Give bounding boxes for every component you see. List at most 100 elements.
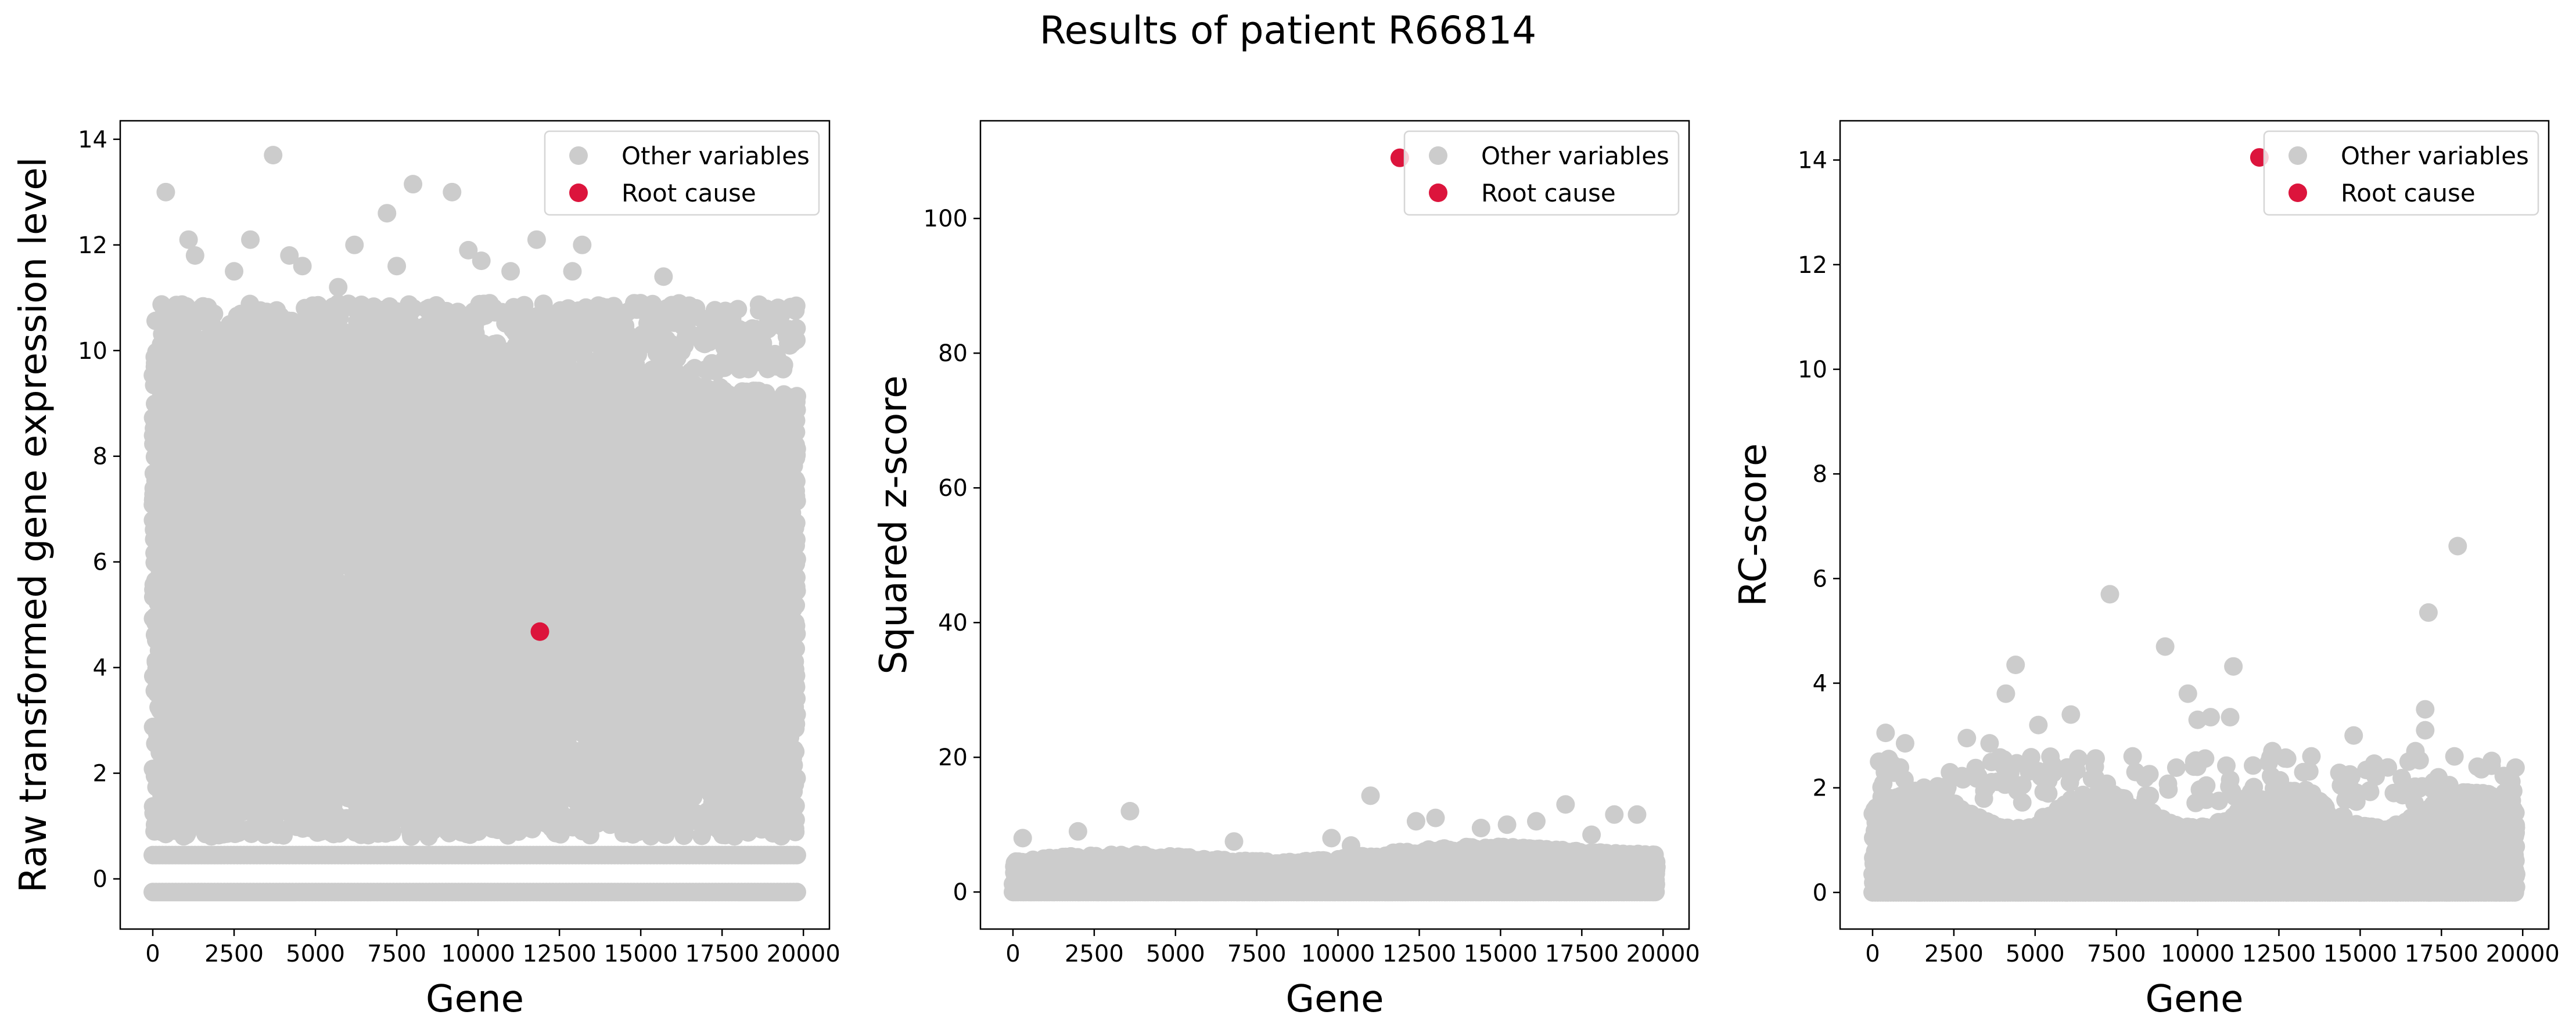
other-variable-point <box>2155 637 2175 656</box>
other-variable-point <box>1996 684 2015 703</box>
x-tick-label: 2500 <box>1065 941 1124 967</box>
y-tick-label: 80 <box>938 340 968 367</box>
y-tick-label: 0 <box>953 879 968 906</box>
legend-marker <box>1429 183 1447 202</box>
axes-frame <box>979 120 1690 930</box>
other-variable-point <box>459 240 478 260</box>
other-variable-point <box>280 246 299 265</box>
other-variable-point <box>404 175 423 194</box>
plot-area <box>1863 148 2525 902</box>
other-variable-point <box>2061 705 2081 724</box>
other-variable-point <box>1895 734 1914 753</box>
y-tick-label: 6 <box>93 549 107 576</box>
y-tick-label: 2 <box>1813 775 1827 802</box>
other-variable-point <box>241 230 260 249</box>
y-tick-label: 14 <box>1798 147 1827 174</box>
other-variable-point <box>1526 812 1546 831</box>
other-variable-point <box>1341 836 1360 855</box>
panel-rc-score: 0 2500 5000 7500 10000 12500 15000 17500 20000 0 2… <box>1732 120 2560 1021</box>
other-variable-point <box>2188 710 2207 729</box>
other-variable-point <box>1068 822 1087 841</box>
legend-marker <box>569 146 588 165</box>
other-variable-point <box>293 257 312 276</box>
root-cause-point <box>530 622 549 641</box>
other-variable-point <box>156 182 175 201</box>
other-variable-point <box>1556 795 1575 814</box>
legend-box <box>544 130 820 216</box>
other-variable-point <box>1471 819 1490 837</box>
y-tick-label: 0 <box>1813 880 1827 906</box>
x-tick-label: 5000 <box>2006 941 2065 967</box>
y-tick-label: 4 <box>93 655 107 682</box>
other-variable-point <box>329 278 348 297</box>
x-tick-label: 12500 <box>1382 941 1456 967</box>
legend-label: Root cause <box>1481 179 1616 207</box>
plot-area <box>143 146 806 902</box>
x-tick-label: 10000 <box>1301 941 1375 967</box>
x-tick-label: 7500 <box>367 941 426 967</box>
other-variables-cloud <box>143 294 806 902</box>
axes-frame <box>1839 120 2550 930</box>
other-variable-point <box>378 204 397 223</box>
other-variable-point <box>1013 829 1032 848</box>
x-tick-label: 12500 <box>2242 941 2316 967</box>
x-tick-label: 0 <box>1005 941 1020 967</box>
x-tick-label: 10000 <box>2161 941 2234 967</box>
other-variable-point <box>1322 829 1341 848</box>
x-tick-label: 15000 <box>604 941 678 967</box>
x-tick-label: 17500 <box>2405 941 2478 967</box>
other-variable-point <box>1224 832 1244 851</box>
other-variable-point <box>185 246 204 265</box>
other-variables-cloud <box>1004 837 1666 902</box>
legend-marker <box>569 183 588 202</box>
legend-marker <box>1429 146 1447 165</box>
legend-box <box>2263 130 2539 216</box>
other-variable-point <box>758 315 777 334</box>
y-tick-label: 8 <box>1813 461 1827 488</box>
axes-frame <box>119 120 831 930</box>
other-variable-point <box>1361 786 1380 805</box>
y-tick-label: 40 <box>938 610 968 636</box>
y-tick-label: 10 <box>78 338 107 365</box>
other-variable-point <box>345 235 364 254</box>
x-tick-label: 5000 <box>286 941 345 967</box>
x-tick-label: 7500 <box>2087 941 2146 967</box>
x-tick-label: 12500 <box>522 941 596 967</box>
other-variable-point <box>387 257 407 276</box>
other-variable-point <box>2448 537 2467 556</box>
x-tick-label: 5000 <box>1146 941 1205 967</box>
x-tick-label: 0 <box>145 941 160 967</box>
other-variable-point <box>1882 755 1902 774</box>
other-variable-point <box>2419 603 2438 622</box>
x-tick-label: 10000 <box>441 941 515 967</box>
other-variable-point <box>2302 747 2321 766</box>
other-variable-point <box>2406 742 2425 761</box>
x-tick-label: 20000 <box>767 941 840 967</box>
y-axis-label: RC-score <box>1732 443 1775 606</box>
other-variable-point <box>225 262 244 281</box>
other-variable-point <box>443 182 462 201</box>
x-tick-label: 17500 <box>1545 941 1619 967</box>
other-variable-point <box>1426 808 1445 827</box>
x-tick-label: 20000 <box>2486 941 2560 967</box>
other-variable-point <box>2006 656 2025 675</box>
y-tick-label: 14 <box>78 127 107 153</box>
y-tick-label: 4 <box>1813 671 1827 697</box>
y-tick-label: 100 <box>924 206 968 232</box>
other-variable-point <box>2029 715 2048 735</box>
x-tick-label: 20000 <box>1626 941 1700 967</box>
y-tick-label: 10 <box>1798 357 1827 383</box>
other-variable-point <box>527 230 546 249</box>
legend-marker <box>2288 183 2307 202</box>
y-tick-label: 20 <box>938 744 968 771</box>
x-tick-label: 15000 <box>1464 941 1537 967</box>
legend-box <box>1403 130 1680 216</box>
other-variable-point <box>1876 724 1895 743</box>
legend: Other variables Root cause <box>1403 130 1680 216</box>
x-tick-label: 17500 <box>685 941 759 967</box>
other-variable-point <box>1980 734 1999 753</box>
x-axis-label: Gene <box>2146 978 2244 1021</box>
figure-title: Results of patient R66814 <box>1039 8 1537 53</box>
x-axis-label: Gene <box>1286 978 1384 1021</box>
